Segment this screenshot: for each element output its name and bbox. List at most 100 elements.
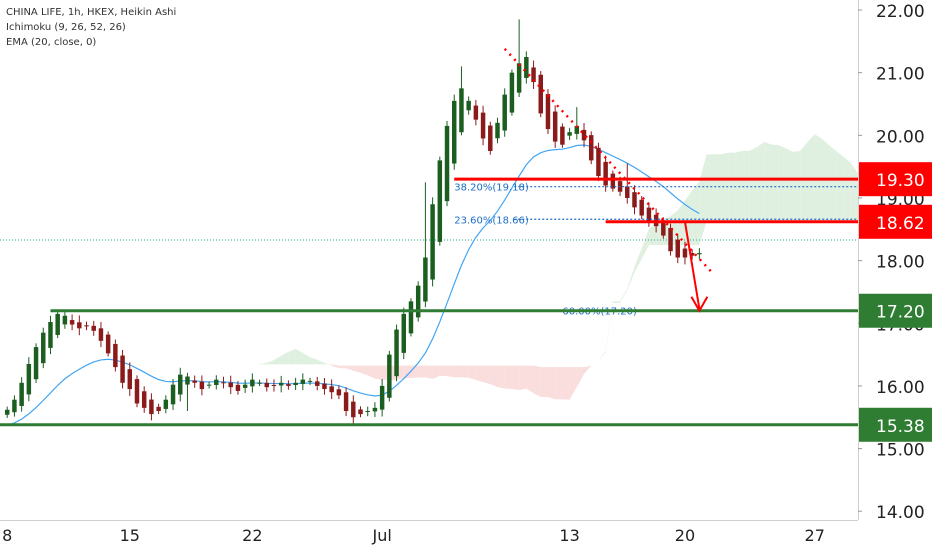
candle-body <box>41 332 46 364</box>
candle-body <box>603 161 608 186</box>
cloud-segment <box>771 144 779 222</box>
candle-body <box>149 399 154 415</box>
cloud-segment <box>699 154 707 245</box>
candle-body <box>697 253 702 255</box>
cloud-segment <box>829 145 837 222</box>
time-tick-label: 8 <box>2 526 12 545</box>
candle-body <box>466 100 471 111</box>
candle-body <box>257 382 262 384</box>
price-tag-resistance <box>859 204 932 239</box>
cloud-segment <box>793 150 801 222</box>
candle-body <box>113 343 118 368</box>
cloud-segment <box>612 301 621 303</box>
candle-body <box>524 57 529 78</box>
candle-body <box>4 409 10 415</box>
candle-body <box>480 112 486 139</box>
time-tick-label: Jul <box>371 526 391 545</box>
cloud-segment <box>483 365 491 385</box>
cloud-segment <box>519 365 527 391</box>
fib-level-label: 23.60%(18.66) <box>454 215 529 226</box>
cloud-segment <box>418 365 426 378</box>
cloud-segment <box>461 365 469 378</box>
price-axis-bg <box>858 0 932 550</box>
cloud-segment <box>620 288 628 303</box>
candle-body <box>264 382 270 388</box>
cloud-segment <box>757 141 765 222</box>
candle-body <box>538 74 543 114</box>
cloud-segment <box>562 367 570 400</box>
candle-body <box>495 122 500 139</box>
candle-body <box>531 67 536 83</box>
cloud-segment <box>490 365 498 388</box>
cloud-segment <box>576 367 585 388</box>
cloud-segment <box>324 362 332 366</box>
ichimoku-cloud <box>194 134 887 413</box>
candle-body <box>19 382 24 406</box>
candle-body <box>120 355 125 383</box>
chart-legend: CHINA LIFE, 1h, HKEX, Heikin Ashi Ichimo… <box>6 5 176 50</box>
time-tick-label: 13 <box>559 526 579 545</box>
candle-body <box>415 285 421 318</box>
cloud-segment <box>627 266 635 291</box>
candle-body <box>488 125 493 151</box>
price-tag-label: 18.62 <box>876 214 925 234</box>
cloud-segment <box>403 365 411 379</box>
candle-body <box>307 380 313 382</box>
cloud-segment <box>338 365 347 369</box>
cloud-segment <box>374 365 383 380</box>
cloud-segment <box>706 154 714 222</box>
candles <box>4 19 702 424</box>
cloud-segment <box>497 365 505 389</box>
price-tag-label: 19.30 <box>876 171 925 191</box>
candle-body <box>581 129 587 141</box>
cloud-segment <box>843 156 851 222</box>
cloud-segment <box>194 406 202 413</box>
candle-body <box>271 385 277 387</box>
candle-body <box>552 111 558 142</box>
candle-body <box>33 347 39 380</box>
cloud-segment <box>237 364 246 367</box>
cloud-segment <box>648 223 657 245</box>
candle-body <box>682 248 688 258</box>
candle-body <box>134 379 140 404</box>
candle-body <box>214 379 219 386</box>
candle-body <box>278 382 284 386</box>
candle-body <box>625 186 630 198</box>
cloud-segment <box>281 351 289 365</box>
cloud-segment <box>475 365 484 383</box>
candle-body <box>509 72 515 113</box>
cloud-segment <box>259 362 267 365</box>
candle-body <box>610 173 616 189</box>
candle-body <box>84 325 89 327</box>
cloud-segment <box>201 397 210 407</box>
candle-body <box>199 381 205 390</box>
candle-body <box>55 313 60 335</box>
price-tag-support <box>859 293 932 328</box>
candle-body <box>430 204 435 280</box>
cloud-segment <box>273 355 282 365</box>
cloud-segment <box>749 147 758 222</box>
candle-body <box>574 125 580 134</box>
cloud-segment <box>346 365 354 371</box>
cloud-segment <box>584 365 592 375</box>
projection-arrow-head <box>690 296 709 313</box>
candle-body <box>423 257 428 302</box>
candle-body <box>379 385 385 410</box>
candle-body <box>560 126 565 145</box>
cloud-segment <box>569 367 577 400</box>
candle-body <box>141 391 147 408</box>
time-tick-label: 15 <box>120 526 140 545</box>
cloud-segment <box>598 350 606 361</box>
cloud-segment <box>331 364 339 369</box>
candle-body <box>228 382 233 388</box>
candle-body <box>221 382 226 384</box>
candle-body <box>437 160 443 242</box>
price-tick-label: 15.00 <box>876 441 925 461</box>
time-tick-label: 22 <box>242 526 262 545</box>
candle-body <box>235 384 241 391</box>
candle-body <box>343 392 349 411</box>
candle-body <box>206 384 212 386</box>
candle-body <box>473 105 479 120</box>
legend-symbol: CHINA LIFE, 1h, HKEX, Heikin Ashi <box>6 7 177 18</box>
